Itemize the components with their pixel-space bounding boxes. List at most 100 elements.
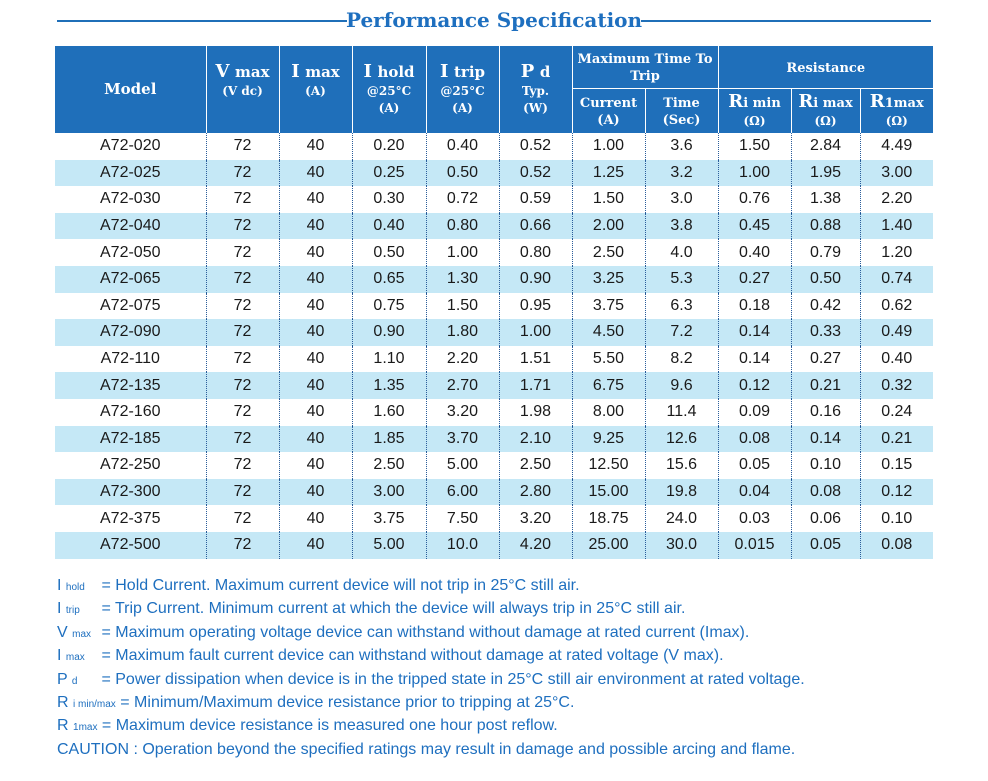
col-header-imax: I max (A) [279,46,353,133]
cell-model: A72-075 [55,292,207,320]
cell-imax: 40 [279,292,353,320]
col-header-ihold: I hold @25°C (A) [352,46,427,133]
cell-ihold: 0.75 [352,292,427,320]
cell-trip-current: 15.00 [572,478,646,506]
cell-ri-min: 0.08 [718,425,792,453]
legend-symbol: P d [57,668,97,693]
cell-ihold: 1.35 [352,372,427,399]
cell-model: A72-020 [55,133,207,160]
cell-ri-min: 0.14 [718,345,792,373]
legend-symbol-main: R [57,717,69,735]
cell-model: A72-050 [55,239,207,266]
table-row: A72-090 72 40 0.90 1.80 1.00 4.50 7.2 0.14 0.33 0.… [55,319,934,346]
page-title: Performance Specification [345,8,643,32]
cell-vmax: 72 [206,212,280,240]
cell-itrip: 3.70 [426,425,500,453]
legend-symbol-sub: hold [65,582,85,593]
legend-symbol: I max [57,644,97,669]
cell-ihold: 0.65 [352,265,427,293]
cell-pd: 1.98 [499,398,573,426]
legend-text: = Trip Current. Minimum current at which… [101,600,686,618]
cell-ri-min: 0.015 [718,531,792,559]
cell-trip-time: 5.3 [645,265,719,293]
legend-line: V max = Maximum operating voltage device… [57,621,957,644]
cell-ri-max: 0.88 [791,212,861,240]
cell-r1-max: 0.32 [860,372,934,399]
cell-pd: 0.80 [499,239,573,266]
cell-r1-max: 2.20 [860,186,934,213]
cell-ri-max: 0.79 [791,239,861,266]
cell-vmax: 72 [206,265,280,293]
cell-ihold: 3.75 [352,505,427,532]
cell-model: A72-375 [55,505,207,532]
cell-r1-max: 0.15 [860,452,934,479]
legend-text: = Minimum/Maximum device resistance prio… [120,693,575,711]
cell-r1-max: 3.00 [860,159,934,187]
cell-imax: 40 [279,265,353,293]
cell-ihold: 3.00 [352,478,427,506]
col-group-resistance: Resistance [718,46,934,89]
col-header-rimax: Ri max (Ω) [791,88,861,133]
cell-imax: 40 [279,505,353,532]
cell-ihold: 1.60 [352,398,427,426]
cell-model: A72-040 [55,212,207,240]
cell-imax: 40 [279,319,353,346]
col-header-current: Current (A) [572,88,646,133]
cell-model: A72-065 [55,265,207,293]
cell-ri-min: 0.76 [718,186,792,213]
legend-line: I max = Maximum fault current device can… [57,644,957,667]
cell-vmax: 72 [206,239,280,266]
cell-ri-max: 0.27 [791,345,861,373]
cell-trip-time: 3.8 [645,212,719,240]
col-group-max-time-to-trip: Maximum Time To Trip [572,46,719,89]
cell-itrip: 2.20 [426,345,500,373]
cell-trip-time: 15.6 [645,452,719,479]
cell-ri-min: 0.27 [718,265,792,293]
cell-model: A72-110 [55,345,207,373]
cell-ihold: 0.40 [352,212,427,240]
cell-ri-max: 0.14 [791,425,861,453]
cell-trip-current: 12.50 [572,452,646,479]
cell-r1-max: 0.49 [860,319,934,346]
legend-text: = Hold Current. Maximum current device w… [101,577,580,594]
cell-model: A72-025 [55,159,207,187]
legend-line: I trip = Trip Current. Minimum current a… [57,597,957,620]
legend-symbol-sub: trip [65,605,80,617]
cell-pd: 0.95 [499,292,573,320]
table-row: A72-020 72 40 0.20 0.40 0.52 1.00 3.6 1.50 2.84 4.… [55,133,934,160]
cell-r1-max: 0.40 [860,345,934,373]
cell-ihold: 0.20 [352,133,427,160]
legend-symbol: V max [57,621,97,646]
cell-imax: 40 [279,239,353,266]
col-header-vmax: V max (V dc) [206,46,280,133]
cell-ihold: 1.10 [352,345,427,373]
cell-vmax: 72 [206,398,280,426]
cell-itrip: 0.50 [426,159,500,187]
cell-vmax: 72 [206,531,280,559]
cell-trip-time: 3.0 [645,186,719,213]
title-rule-left [57,20,347,22]
cell-pd: 0.90 [499,265,573,293]
cell-ri-min: 0.14 [718,319,792,346]
legend-line: I hold = Hold Current. Maximum current d… [57,574,957,597]
cell-r1-max: 0.74 [860,265,934,293]
cell-trip-current: 6.75 [572,372,646,399]
cell-trip-current: 8.00 [572,398,646,426]
legend-symbol-main: I [57,577,62,594]
cell-model: A72-030 [55,186,207,213]
cell-ri-max: 0.50 [791,265,861,293]
cell-r1-max: 0.24 [860,398,934,426]
cell-itrip: 6.00 [426,478,500,506]
table-row: A72-075 72 40 0.75 1.50 0.95 3.75 6.3 0.18 0.42 0.… [55,292,934,320]
cell-ri-min: 0.09 [718,398,792,426]
table-row: A72-065 72 40 0.65 1.30 0.90 3.25 5.3 0.27 0.50 0.… [55,265,934,293]
cell-imax: 40 [279,425,353,453]
cell-trip-time: 12.6 [645,425,719,453]
legend-symbol-sub: i min/max [73,698,116,710]
legend-symbol-main: I [57,647,62,665]
cell-ri-max: 0.08 [791,478,861,506]
table-row: A72-250 72 40 2.50 5.00 2.50 12.50 15.6 0.05 0.10… [55,452,934,479]
cell-ihold: 0.50 [352,239,427,266]
cell-trip-current: 3.25 [572,265,646,293]
cell-vmax: 72 [206,452,280,479]
